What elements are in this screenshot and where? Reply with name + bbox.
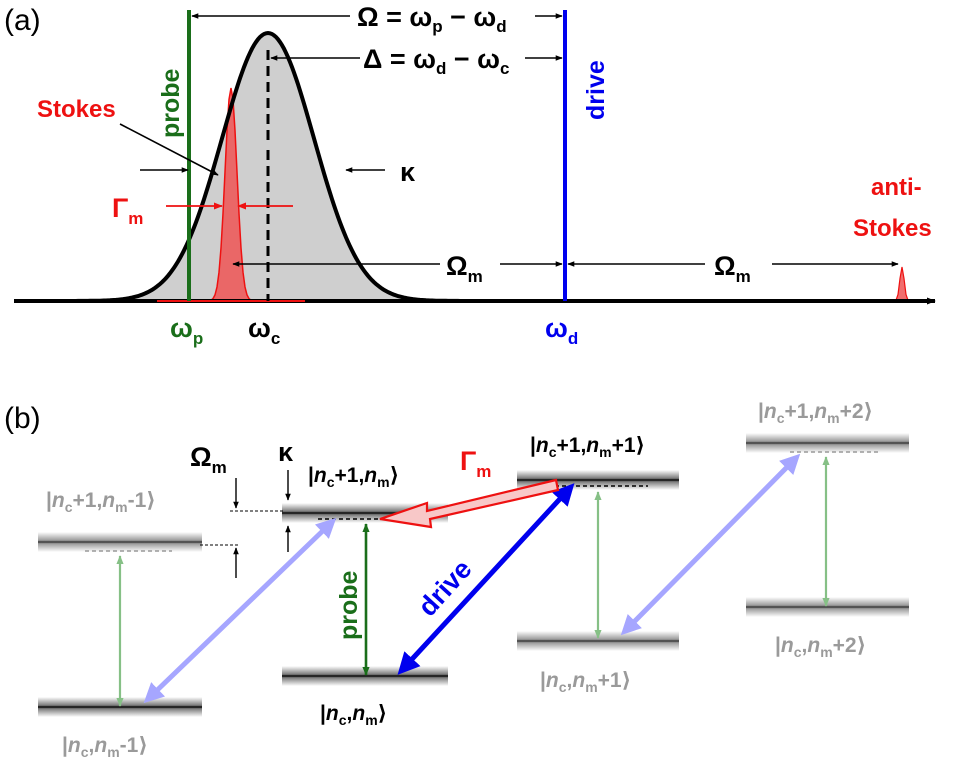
gamma-m-decay-arrow [379, 478, 560, 529]
omega-d-axis-label: ωd [545, 313, 578, 348]
omega-m-label-b: Ωm [190, 442, 227, 477]
state-label-nc1-nm-plus2: |nc+1,nm+2⟩ [758, 400, 873, 426]
state-label-nc1-nm-plus1: |nc+1,nm+1⟩ [530, 434, 645, 460]
level-nc1-nm-plus2 [746, 433, 909, 453]
level-nc1-nm-minus1 [38, 532, 202, 552]
probe-line-label: probe [157, 68, 185, 138]
omega-p-axis-label: ωp [170, 313, 203, 348]
panel-b-label: (b) [4, 402, 41, 435]
state-label-nc-nm-minus1: |nc,nm-1⟩ [62, 734, 148, 760]
drive-line-label: drive [582, 60, 610, 120]
state-label-nc1-nm: |nc+1,nm⟩ [308, 464, 399, 490]
stokes-label: Stokes [37, 96, 116, 123]
drive-transition-faded-1 [143, 517, 337, 704]
panel-a-label: (a) [4, 4, 41, 37]
anti-stokes-sideband-peak [892, 266, 912, 302]
drive-transition-faded-2 [620, 453, 801, 636]
delta-label: Δ = ωd − ωc [363, 44, 509, 78]
anti-stokes-label-1: anti- [871, 174, 922, 201]
state-label-nc1-nm-minus1: |nc+1,nm-1⟩ [46, 489, 156, 515]
omega-m-label-2: Ωm [714, 251, 751, 286]
gamma-m-label: Γm [112, 193, 143, 228]
state-label-nc-nm-plus2: |nc,nm+2⟩ [775, 634, 866, 660]
probe-transition-label: probe [335, 570, 363, 640]
omega-c-axis-label: ωc [248, 313, 280, 348]
gamma-m-label-b: Γm [460, 446, 491, 481]
level-nc-nm-plus2 [746, 597, 909, 617]
state-label-nc-nm-plus1: |nc,nm+1⟩ [540, 669, 631, 695]
drive-transition-label: drive [412, 554, 477, 622]
stokes-pointer [119, 123, 219, 176]
drive-transition-arrow [397, 483, 575, 675]
anti-stokes-label-2: Stokes [853, 215, 932, 242]
kappa-label-b: κ [278, 437, 294, 467]
kappa-label: κ [400, 157, 416, 187]
omega-label: Ω = ωp − ωd [357, 2, 507, 36]
state-label-nc-nm: |nc,nm⟩ [320, 702, 387, 728]
omega-m-label-1: Ωm [446, 251, 483, 286]
cavity-resonance-fill [14, 33, 560, 301]
